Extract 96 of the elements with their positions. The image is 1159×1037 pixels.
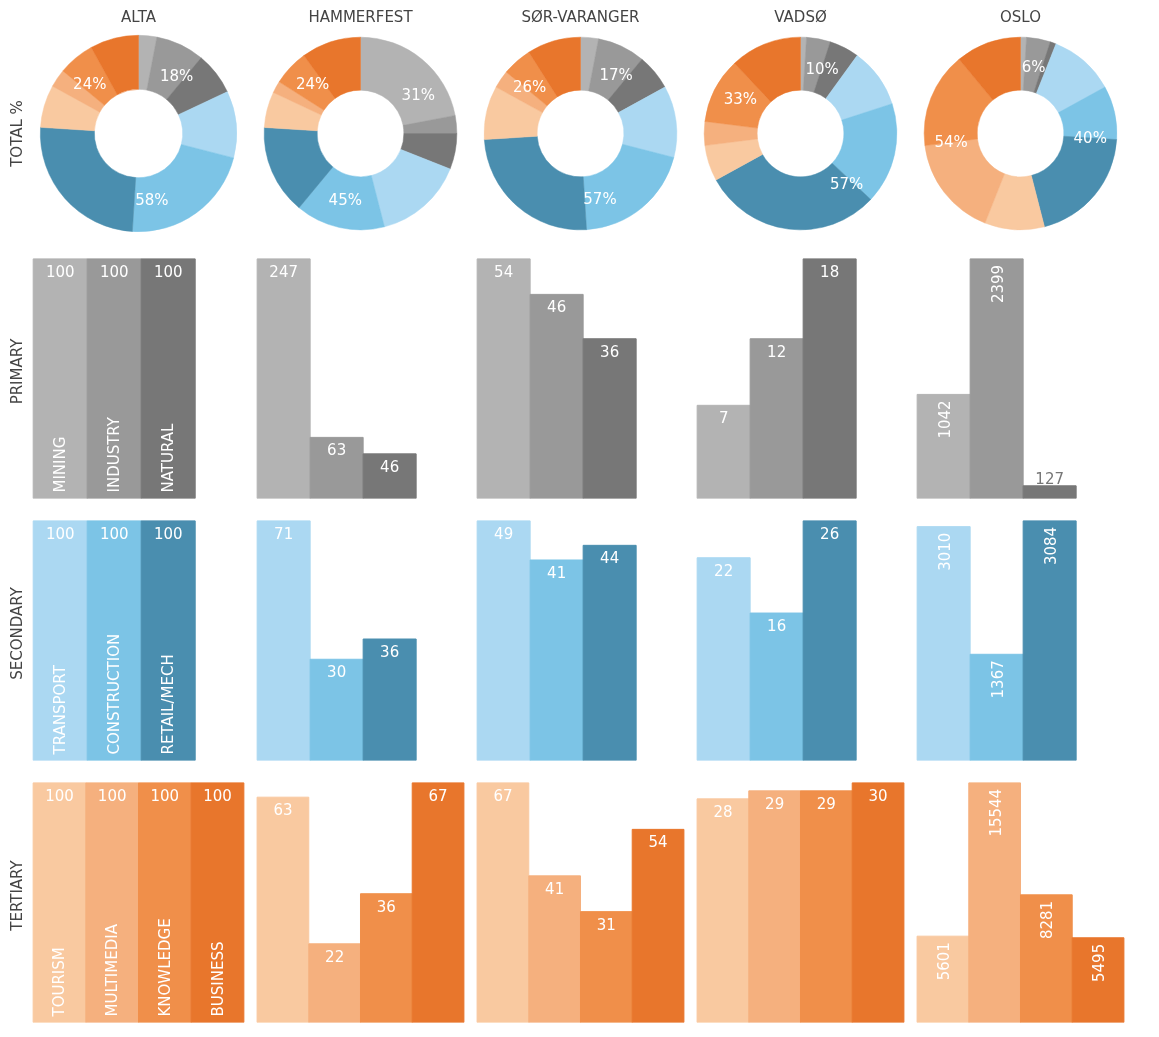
data-label: 2399: [988, 264, 1007, 304]
chart-title: HAMMERFEST: [308, 7, 414, 26]
data-label: 127: [1035, 469, 1064, 488]
category-label: BUSINESS: [208, 941, 227, 1017]
bar: [476, 782, 530, 1023]
text: 24%: [73, 75, 107, 94]
data-label: 49: [494, 524, 514, 543]
data-label: 30: [868, 786, 888, 805]
chart-title: VADSØ: [774, 7, 827, 26]
bar: [968, 782, 1021, 1023]
text: 24%: [296, 75, 330, 94]
data-label: 1042: [935, 400, 954, 439]
category-label: NATURAL: [159, 423, 178, 493]
bar: [411, 782, 465, 1023]
data-label: 67: [428, 786, 448, 805]
bar: [631, 828, 685, 1023]
text: 33%: [723, 89, 758, 108]
text: 57%: [583, 189, 617, 208]
text: 18%: [159, 67, 194, 86]
data-label: 46: [547, 298, 567, 317]
data-label: 16: [767, 617, 787, 636]
data-label: 63: [273, 801, 293, 820]
data-label: 100: [99, 524, 129, 543]
data-label: 26: [820, 524, 840, 543]
data-label: 54: [648, 833, 668, 852]
data-label: 100: [203, 786, 232, 805]
text: 10%: [805, 59, 839, 78]
data-label: 100: [153, 262, 183, 281]
bar: [1020, 894, 1073, 1023]
text: 57%: [830, 175, 864, 194]
data-label: 100: [45, 262, 75, 281]
data-label: 1367: [988, 660, 1007, 699]
data-label: 100: [45, 524, 75, 543]
y-axis-title: TERTIARY: [7, 859, 26, 932]
category-label: MULTIMEDIA: [103, 924, 122, 1017]
chart-title: SØR-VARANGER: [521, 7, 640, 26]
data-label: 247: [269, 262, 298, 281]
data-label: 41: [545, 879, 565, 898]
category-label: KNOWLEDGE: [155, 918, 174, 1017]
data-label: 36: [380, 643, 400, 661]
chart-title: OSLO: [1000, 7, 1041, 26]
data-label: 100: [150, 786, 180, 805]
text: 26%: [512, 78, 547, 97]
bar: [1071, 937, 1125, 1023]
data-label: 36: [376, 897, 396, 916]
data-label: 67: [493, 786, 513, 805]
data-label: 5601: [934, 942, 953, 981]
data-label: 71: [274, 524, 294, 543]
bar: [580, 911, 633, 1023]
category-label: CONSTRUCTION: [105, 633, 124, 755]
data-label: 28: [713, 802, 733, 821]
data-label: 29: [816, 794, 836, 813]
text: 54%: [934, 133, 968, 152]
data-label: 7: [718, 409, 729, 428]
data-label: 30: [327, 663, 347, 682]
category-label: TRANSPORT: [51, 665, 70, 755]
data-label: 8281: [1038, 900, 1057, 940]
data-label: 46: [380, 457, 400, 476]
text: 40%: [1073, 128, 1107, 147]
data-label: 22: [714, 561, 734, 580]
data-label: 15544: [986, 788, 1005, 837]
bar: [256, 796, 310, 1023]
data-label: 36: [600, 342, 620, 361]
data-label: 54: [494, 262, 514, 281]
bar: [916, 935, 970, 1023]
text: 45%: [328, 190, 362, 209]
data-label: 63: [327, 441, 347, 460]
data-label: 31: [596, 915, 616, 934]
data-label: 5495: [1090, 943, 1109, 982]
data-label: 3084: [1041, 526, 1060, 566]
category-label: MINING: [51, 436, 70, 493]
y-axis-title: SECONDARY: [7, 586, 26, 680]
data-label: 100: [99, 262, 129, 281]
data-label: 100: [97, 786, 127, 805]
data-label: 12: [767, 342, 787, 361]
data-label: 18: [820, 262, 840, 281]
category-label: INDUSTRY: [105, 417, 124, 493]
bar: [360, 893, 413, 1023]
y-axis-title: PRIMARY: [7, 337, 26, 405]
data-label: 44: [600, 549, 620, 568]
category-label: TOURISM: [50, 947, 69, 1017]
text: 6%: [1021, 57, 1046, 76]
category-label: RETAIL/MECH: [159, 654, 178, 755]
data-label: 3010: [935, 532, 954, 571]
text: 31%: [401, 86, 435, 105]
data-label: 100: [45, 786, 74, 805]
data-label: 29: [765, 794, 785, 813]
bar: [308, 943, 361, 1023]
data-label: 22: [325, 947, 345, 966]
text: 58%: [135, 191, 169, 210]
data-label: 41: [547, 564, 567, 582]
text: TOTAL %: [7, 100, 26, 168]
text: 17%: [599, 66, 633, 85]
bar: [528, 875, 581, 1023]
data-label: 100: [153, 524, 183, 543]
chart-title: ALTA: [121, 7, 157, 26]
